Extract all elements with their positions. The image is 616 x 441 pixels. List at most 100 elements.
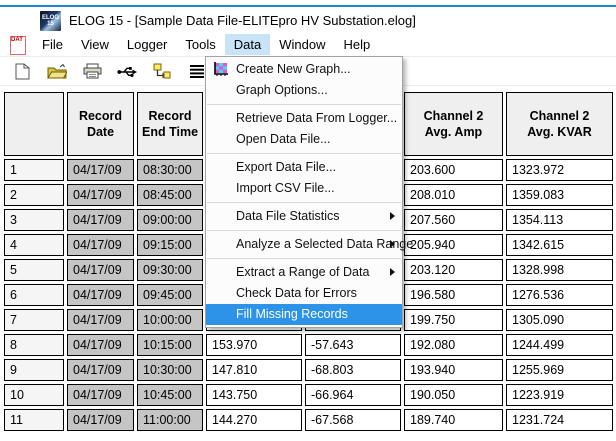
date-cell[interactable]: 04/17/09 — [67, 209, 134, 231]
menu-item-extract-a-range-of-data[interactable]: Extract a Range of Data — [206, 262, 402, 283]
time-cell[interactable]: 08:45:00 — [137, 184, 203, 206]
date-cell[interactable]: 04/17/09 — [67, 159, 134, 181]
row-number-cell[interactable]: 3 — [4, 209, 64, 231]
value-cell[interactable]: 1244.499 — [506, 334, 613, 356]
row-number-cell[interactable]: 2 — [4, 184, 64, 206]
time-cell[interactable]: 09:45:00 — [137, 284, 203, 306]
value-cell[interactable]: 1342.615 — [506, 234, 613, 256]
menu-separator — [207, 104, 401, 105]
menu-item-import-csv-file[interactable]: Import CSV File... — [206, 178, 402, 199]
time-cell[interactable]: 09:15:00 — [137, 234, 203, 256]
date-cell[interactable]: 04/17/09 — [67, 384, 134, 406]
column-header-channel-2-avg-kvar[interactable]: Channel 2 Avg. KVAR — [506, 92, 613, 156]
row-number-cell[interactable]: 10 — [4, 384, 64, 406]
value-cell[interactable]: 1323.972 — [506, 159, 613, 181]
time-cell[interactable]: 09:30:00 — [137, 259, 203, 281]
menu-item-check-data-for-errors[interactable]: Check Data for Errors — [206, 283, 402, 304]
value-cell[interactable]: 1305.090 — [506, 309, 613, 331]
value-cell[interactable]: 1255.969 — [506, 359, 613, 381]
menubar-item-help[interactable]: Help — [343, 37, 371, 52]
value-cell[interactable]: 196.580 — [404, 284, 503, 306]
row-number-cell[interactable]: 1 — [4, 159, 64, 181]
time-cell[interactable]: 08:30:00 — [137, 159, 203, 181]
menubar-item-window[interactable]: Window — [279, 37, 326, 52]
menubar-item-file[interactable]: File — [42, 37, 63, 52]
date-cell[interactable]: 04/17/09 — [67, 334, 134, 356]
time-cell[interactable]: 10:30:00 — [137, 359, 203, 381]
date-cell[interactable]: 04/17/09 — [67, 359, 134, 381]
time-cell[interactable]: 10:45:00 — [137, 384, 203, 406]
row-number-cell[interactable]: 6 — [4, 284, 64, 306]
menu-item-graph-options[interactable]: Graph Options... — [206, 80, 402, 101]
menu-item-data-file-statistics[interactable]: Data File Statistics — [206, 206, 402, 227]
value-cell[interactable]: 1276.536 — [506, 284, 613, 306]
menu-item-export-data-file[interactable]: Export Data File... — [206, 157, 402, 178]
menubar-item-logger[interactable]: Logger — [126, 37, 168, 52]
time-cell[interactable]: 10:00:00 — [137, 309, 203, 331]
submenu-arrow-icon — [390, 240, 395, 248]
menu-item-open-data-file[interactable]: Open Data File... — [206, 129, 402, 150]
time-cell[interactable]: 11:00:00 — [137, 409, 203, 431]
value-cell[interactable]: 205.940 — [404, 234, 503, 256]
value-cell[interactable]: 203.120 — [404, 259, 503, 281]
value-cell[interactable]: 199.750 — [404, 309, 503, 331]
menubar-item-data[interactable]: Data — [224, 34, 271, 55]
value-cell[interactable]: 1359.083 — [506, 184, 613, 206]
value-cell[interactable]: 1231.724 — [506, 409, 613, 431]
time-cell[interactable]: 09:00:00 — [137, 209, 203, 231]
row-number-cell[interactable]: 11 — [4, 409, 64, 431]
value-cell[interactable]: 143.750 — [206, 384, 302, 406]
row-number-cell[interactable]: 5 — [4, 259, 64, 281]
value-cell[interactable]: -67.568 — [305, 409, 401, 431]
new-file-icon[interactable] — [11, 61, 33, 81]
row-number-cell[interactable]: 7 — [4, 309, 64, 331]
menu-item-retrieve-data-from-logger[interactable]: Retrieve Data From Logger... — [206, 108, 402, 129]
menu-item-analyze-a-selected-data-range[interactable]: Analyze a Selected Data Range — [206, 234, 413, 255]
menu-item-label: Check Data for Errors — [236, 286, 357, 300]
value-cell[interactable]: 1328.998 — [506, 259, 613, 281]
value-cell[interactable]: 208.010 — [404, 184, 503, 206]
row-number-cell[interactable]: 9 — [4, 359, 64, 381]
value-cell[interactable]: 1354.113 — [506, 209, 613, 231]
value-cell[interactable]: 203.600 — [404, 159, 503, 181]
open-file-icon[interactable] — [46, 61, 68, 81]
menubar-item-tools[interactable]: Tools — [185, 37, 216, 52]
value-cell[interactable]: 207.560 — [404, 209, 503, 231]
value-cell[interactable]: 153.970 — [206, 334, 302, 356]
date-cell[interactable]: 04/17/09 — [67, 284, 134, 306]
column-header-record-date[interactable]: Record Date — [67, 92, 134, 156]
column-header-blank[interactable] — [4, 92, 64, 156]
menu-item-label: Import CSV File... — [236, 181, 335, 195]
row-number-cell[interactable]: 8 — [4, 334, 64, 356]
print-icon[interactable] — [81, 61, 103, 81]
value-cell[interactable]: 190.050 — [404, 384, 503, 406]
submenu-arrow-icon — [390, 268, 395, 276]
date-cell[interactable]: 04/17/09 — [67, 309, 134, 331]
document-icon[interactable]: DAT — [10, 35, 26, 55]
document-page-shape — [10, 35, 26, 55]
date-cell[interactable]: 04/17/09 — [67, 184, 134, 206]
value-cell[interactable]: 147.810 — [206, 359, 302, 381]
date-cell[interactable]: 04/17/09 — [67, 234, 134, 256]
value-cell[interactable]: 1223.919 — [506, 384, 613, 406]
value-cell[interactable]: 193.940 — [404, 359, 503, 381]
value-cell[interactable]: 189.740 — [404, 409, 503, 431]
date-cell[interactable]: 04/17/09 — [67, 259, 134, 281]
menu-item-fill-missing-records[interactable]: Fill Missing Records — [206, 304, 402, 325]
usb-connection-icon[interactable] — [116, 61, 138, 81]
menu-item-label: Export Data File... — [236, 160, 337, 174]
date-cell[interactable]: 04/17/09 — [67, 409, 134, 431]
data-list-icon[interactable] — [186, 61, 208, 81]
value-cell[interactable]: 144.270 — [206, 409, 302, 431]
row-number-cell[interactable]: 4 — [4, 234, 64, 256]
time-cell[interactable]: 10:15:00 — [137, 334, 203, 356]
column-header-record-end-time[interactable]: Record End Time — [137, 92, 203, 156]
retrieve-data-icon[interactable] — [151, 61, 173, 81]
value-cell[interactable]: 192.080 — [404, 334, 503, 356]
menubar-item-view[interactable]: View — [80, 37, 109, 52]
value-cell[interactable]: -68.803 — [305, 359, 401, 381]
menu-item-create-new-graph[interactable]: Create New Graph... — [206, 59, 402, 80]
value-cell[interactable]: -57.643 — [305, 334, 401, 356]
value-cell[interactable]: -66.964 — [305, 384, 401, 406]
column-header-channel-2-avg-amp[interactable]: Channel 2 Avg. Amp — [404, 92, 503, 156]
